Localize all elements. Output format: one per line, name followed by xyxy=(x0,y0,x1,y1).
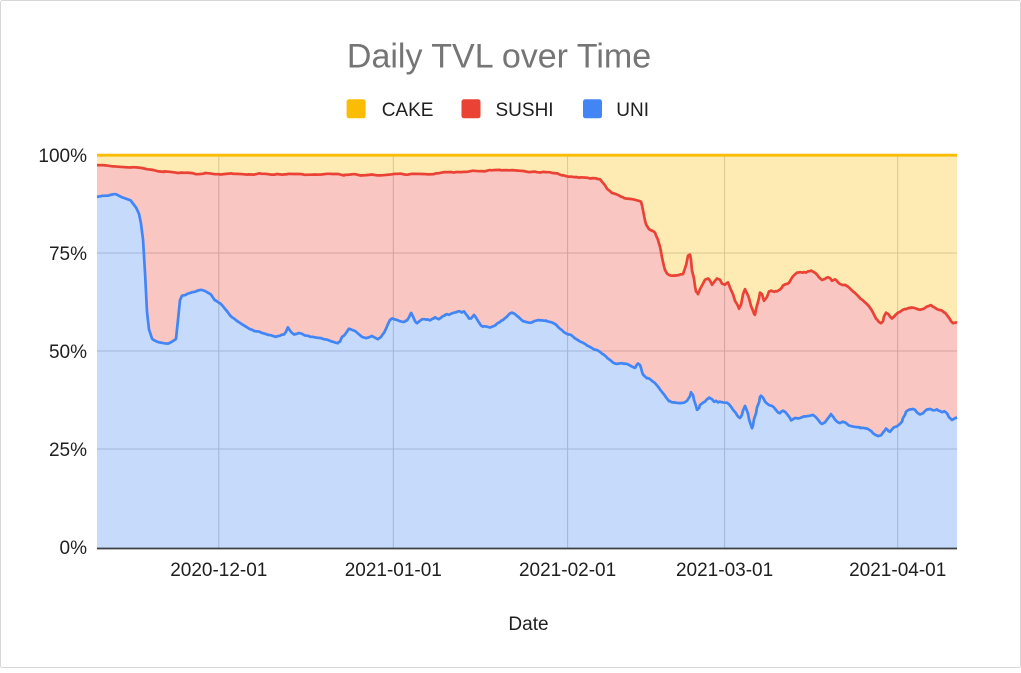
svg-text:2021-01-01: 2021-01-01 xyxy=(345,560,442,581)
svg-text:2021-02-01: 2021-02-01 xyxy=(519,560,616,581)
svg-text:50%: 50% xyxy=(49,342,87,363)
svg-text:Daily TVL over Time: Daily TVL over Time xyxy=(347,38,651,76)
svg-text:0%: 0% xyxy=(60,538,88,559)
svg-text:SUSHI: SUSHI xyxy=(496,100,554,121)
svg-text:CAKE: CAKE xyxy=(382,100,434,121)
svg-text:25%: 25% xyxy=(49,440,87,461)
svg-text:UNI: UNI xyxy=(616,100,649,121)
svg-text:2020-12-01: 2020-12-01 xyxy=(170,560,267,581)
svg-text:2021-03-01: 2021-03-01 xyxy=(676,560,773,581)
svg-text:100%: 100% xyxy=(38,146,87,167)
svg-text:2021-04-01: 2021-04-01 xyxy=(849,560,946,581)
svg-text:75%: 75% xyxy=(49,244,87,265)
svg-text:Date: Date xyxy=(508,614,548,635)
